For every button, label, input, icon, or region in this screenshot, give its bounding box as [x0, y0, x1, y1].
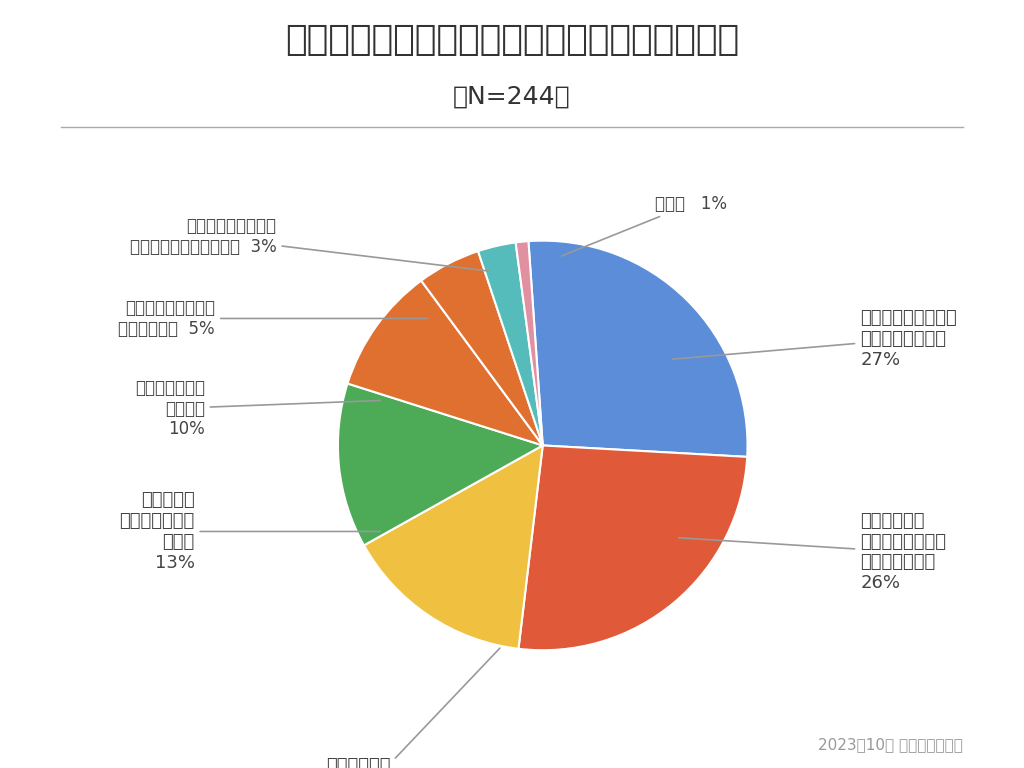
- Text: リノベーションの「希望がある」と答えた理由: リノベーションの「希望がある」と答えた理由: [285, 23, 739, 57]
- Text: 収納スペースなどを
オリジナルで造作したい  3%: 収納スペースなどを オリジナルで造作したい 3%: [130, 217, 488, 271]
- Text: その他   1%: その他 1%: [562, 195, 727, 256]
- Wedge shape: [518, 445, 748, 650]
- Wedge shape: [364, 445, 543, 649]
- Text: （N=244）: （N=244）: [454, 84, 570, 108]
- Text: おしゃれな
デザイン空間に
したい
13%: おしゃれな デザイン空間に したい 13%: [120, 492, 380, 571]
- Text: 自分の生活に
合わせた間取りや
動線に変えたい
26%: 自分の生活に 合わせた間取りや 動線に変えたい 26%: [679, 511, 946, 592]
- Wedge shape: [528, 240, 748, 457]
- Wedge shape: [516, 241, 543, 445]
- Wedge shape: [421, 251, 543, 445]
- Text: 2023年10月 ゼロリノベ調べ: 2023年10月 ゼロリノベ調べ: [818, 737, 963, 753]
- Wedge shape: [478, 243, 543, 445]
- Text: 設備交換など
必要最低限の
修繕がしたい
15%: 設備交換など 必要最低限の 修繕がしたい 15%: [327, 648, 500, 768]
- Text: 中古物件の使用感や
古さを一新したい
27%: 中古物件の使用感や 古さを一新したい 27%: [673, 310, 956, 369]
- Text: 耐震性や性能を
上げたい
10%: 耐震性や性能を 上げたい 10%: [135, 379, 380, 439]
- Wedge shape: [338, 383, 543, 545]
- Text: 好きな素材や設備を
取り入れたい  5%: 好きな素材や設備を 取り入れたい 5%: [119, 299, 427, 338]
- Wedge shape: [347, 280, 543, 445]
